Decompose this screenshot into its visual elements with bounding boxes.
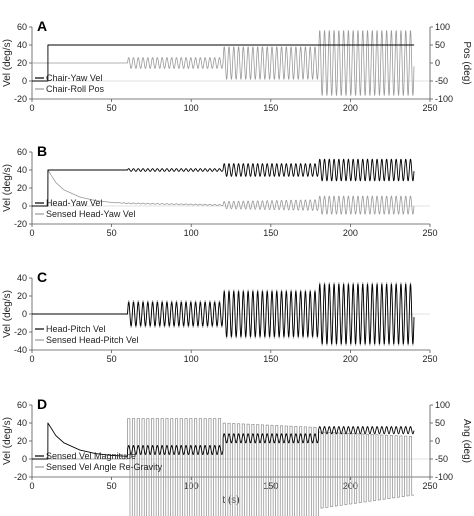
y-axis-label: Vel (deg/s) [2,164,13,212]
legend-label-0: Chair-Yaw Vel [46,73,102,83]
x-tick-label: 0 [29,481,34,491]
x-tick-label: 200 [343,103,358,113]
panel-c: -40 -20 0 20 40 0 50 100 150 200 250 Vel (deg/s) C He… [2,269,438,364]
x-tick-label: 0 [29,354,34,364]
series-line-0 [31,283,415,345]
y-tick-right-label: 100 [435,400,450,410]
y-tick-label: -40 [14,345,27,355]
y-axis-right-label: Pos (deg) [461,41,472,84]
panel-label: D [37,396,47,412]
y-tick-right-label: -100 [435,94,453,104]
y-tick-label: 40 [17,418,27,428]
y-tick-label: 20 [17,183,27,193]
panel-label: A [37,18,47,34]
x-tick-label: 50 [107,228,117,238]
x-tick-label: 200 [343,354,358,364]
x-tick-label: 150 [263,228,278,238]
series-line-1 [31,30,415,96]
y-tick-right-label: 50 [435,40,445,50]
y-tick-label: 20 [17,436,27,446]
y-axis-label: Vel (deg/s) [2,417,13,465]
y-tick-label: 0 [22,201,27,211]
x-tick-label: 200 [343,228,358,238]
y-tick-right-label: 0 [435,58,440,68]
x-tick-label: 0 [29,228,34,238]
x-tick-label: 250 [422,354,437,364]
y-tick-label: 0 [22,76,27,86]
y-tick-label: 60 [17,400,27,410]
x-tick-label: 0 [29,103,34,113]
y-tick-label: 60 [17,22,27,32]
legend-label-0: Head-Yaw Vel [46,198,102,208]
x-tick-label: 50 [107,354,117,364]
y-tick-label: -20 [14,472,27,482]
x-tick-label: 100 [184,481,199,491]
legend-label-0: Head-Pitch Vel [46,324,106,334]
legend-label-0: Sensed Vel Magnitude [46,451,136,461]
y-tick-label: 20 [17,291,27,301]
y-tick-right-label: -100 [435,472,453,482]
y-axis-label: Vel (deg/s) [2,290,13,338]
y-tick-right-label: -50 [435,454,448,464]
series-line-1 [31,418,415,516]
y-tick-label: 0 [22,309,27,319]
legend-label-1: Sensed Head-Pitch Vel [46,335,139,345]
y-tick-right-label: 50 [435,418,445,428]
y-tick-right-label: -50 [435,76,448,86]
series-line-0 [32,44,415,82]
y-tick-label: -20 [14,94,27,104]
x-tick-label: 250 [422,103,437,113]
y-tick-label: -20 [14,327,27,337]
x-axis-label: t (s) [222,495,239,506]
y-tick-label: 40 [17,40,27,50]
y-tick-label: 40 [17,165,27,175]
panel-label: B [37,143,47,159]
x-tick-label: 100 [184,354,199,364]
x-tick-label: 100 [184,228,199,238]
x-tick-label: 150 [263,103,278,113]
legend-label-1: Sensed Vel Angle Re-Gravity [46,462,163,472]
y-tick-label: 60 [17,147,27,157]
y-tick-label: 20 [17,58,27,68]
x-tick-label: 50 [107,103,117,113]
x-tick-label: 150 [263,354,278,364]
x-tick-label: 50 [107,481,117,491]
legend-label-1: Chair-Roll Pos [46,84,105,94]
y-tick-label: 40 [17,273,27,283]
legend-label-1: Sensed Head-Yaw Vel [46,209,135,219]
y-axis-right-label: Ang (deg) [461,419,472,463]
x-tick-label: 100 [184,103,199,113]
series-line-0 [31,158,415,207]
y-tick-label: 0 [22,454,27,464]
y-tick-label: -20 [14,219,27,229]
y-tick-right-label: 0 [435,436,440,446]
x-tick-label: 250 [422,228,437,238]
series-line-1 [31,169,415,215]
panel-label: C [37,269,47,285]
x-tick-label: 250 [422,481,437,491]
y-axis-label: Vel (deg/s) [2,39,13,87]
x-tick-label: 200 [343,481,358,491]
y-tick-right-label: 100 [435,22,450,32]
series-line-0 [31,422,415,460]
